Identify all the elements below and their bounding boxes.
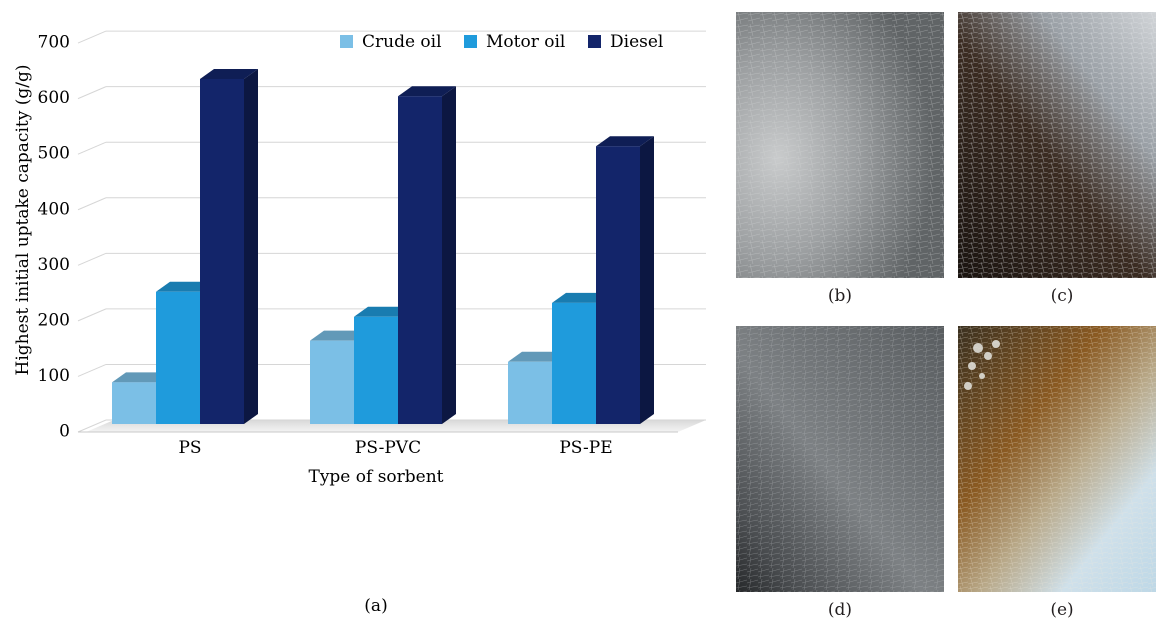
bar-top [552, 292, 610, 303]
gridline-diagonal [77, 252, 107, 266]
legend: Crude oil Motor oil Diesel [340, 32, 663, 52]
gridline-diagonal [77, 30, 107, 44]
bar-side [640, 136, 654, 424]
bar-ps-pe-diesel [596, 146, 640, 424]
legend-swatch [340, 35, 353, 48]
legend-label: Diesel [610, 32, 663, 52]
panel-label-b: (b) [827, 286, 853, 306]
bar-ps-pvc-diesel [398, 96, 442, 425]
legend-swatch [464, 35, 477, 48]
bar-chart: 0 100 200 300 400 500 600 700 PS PS-PVC PS-PE High… [13, 30, 706, 616]
bar-top [310, 330, 368, 341]
gridline-diagonal [77, 419, 107, 433]
bar-top [156, 281, 214, 292]
panel-label-a: (a) [364, 596, 387, 616]
y-tick-label: 300 [38, 255, 70, 275]
bar-top [354, 306, 412, 317]
panel-label-e: (e) [1050, 600, 1074, 620]
y-tick-label: 600 [38, 88, 70, 108]
y-tick-label: 400 [38, 199, 70, 219]
gridline-diagonal [77, 141, 107, 155]
photo-b [736, 12, 944, 278]
x-axis-label: Type of sorbent [308, 467, 443, 487]
y-axis-label: Highest initial uptake capacity (g/g) [13, 65, 33, 376]
bar-top [508, 351, 566, 362]
gridline-diagonal [77, 363, 107, 377]
gridline-diagonal [77, 197, 107, 211]
photo-d [736, 326, 944, 592]
bar-top [200, 68, 258, 79]
bar-ps-pe-crude-oil [508, 361, 552, 424]
bar-ps-pvc-crude-oil [310, 340, 354, 424]
gridline-diagonal [77, 86, 107, 100]
y-tick-label: 0 [59, 422, 70, 442]
legend-swatch [588, 35, 601, 48]
bar-side [442, 86, 456, 425]
gridline-diagonal [77, 308, 107, 322]
y-tick-label: 200 [38, 310, 70, 330]
panel-label-c: (c) [1050, 286, 1074, 306]
photo-e [958, 326, 1156, 592]
bar-side [244, 68, 258, 424]
legend-label: Crude oil [362, 32, 442, 52]
axes: 0 100 200 300 400 500 600 700 PS PS-PVC PS-PE [38, 33, 678, 458]
bar-ps-crude-oil [112, 382, 156, 424]
bar-ps-pvc-motor-oil [354, 316, 398, 424]
bar-top [112, 372, 170, 383]
y-tick-label: 100 [38, 366, 70, 386]
bar-ps-diesel [200, 78, 244, 424]
legend-label: Motor oil [486, 32, 565, 52]
x-tick-label: PS-PVC [355, 438, 421, 458]
panel-label-d: (d) [827, 600, 853, 620]
axis-labels: Highest initial uptake capacity (g/g) Ty… [13, 65, 444, 616]
x-tick-label: PS-PE [559, 438, 612, 458]
y-tick-label: 500 [38, 144, 70, 164]
bar-top [398, 86, 456, 97]
photo-c [958, 12, 1156, 278]
x-tick-label: PS [178, 438, 201, 458]
bar-top [596, 136, 654, 147]
bar-ps-motor-oil [156, 291, 200, 424]
bar-ps-pe-motor-oil [552, 302, 596, 424]
bars [112, 68, 654, 425]
y-tick-label: 700 [38, 33, 70, 53]
